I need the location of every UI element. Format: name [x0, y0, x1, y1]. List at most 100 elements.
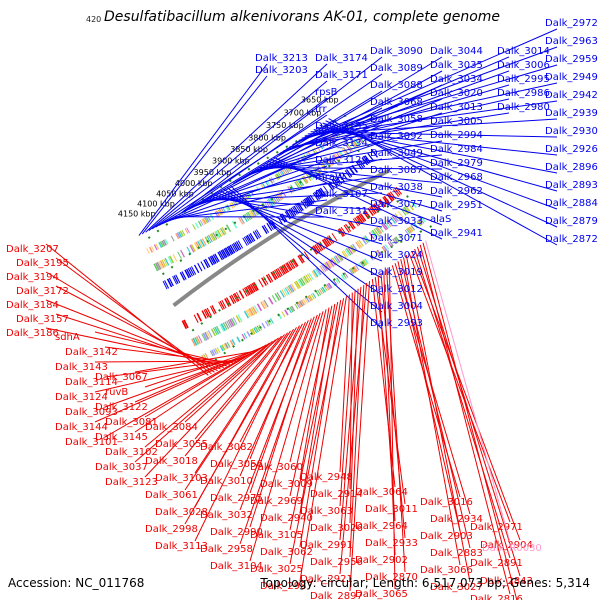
feature-block: [178, 231, 183, 238]
feature-block: [201, 333, 206, 342]
feature-block: [296, 302, 301, 309]
forward-gene-label: Dalk_3131: [315, 206, 368, 217]
feature-block: [294, 181, 300, 189]
feature-block: [400, 208, 407, 216]
forward-gene-label: Dalk_3089: [370, 63, 423, 74]
feature-block: [304, 297, 309, 304]
feature-block: [296, 203, 303, 212]
feature-block: [416, 220, 422, 227]
feature-block: [300, 299, 305, 306]
reverse-gene-label: Dalk_3027: [430, 582, 483, 593]
kbp-tick: 3700 kbp: [284, 109, 322, 118]
reverse-gene-label: Dalk_3026: [310, 523, 363, 534]
feature-block: [263, 224, 270, 233]
reverse-gene-label: Dalk_3172: [16, 286, 69, 297]
forward-gene-label: Dalk_2994: [430, 130, 483, 141]
feature-block: [249, 233, 256, 242]
reverse-leader-line: [104, 346, 234, 364]
reverse-leader-line: [380, 273, 406, 539]
feature-block: [219, 300, 225, 310]
feature-block: [211, 305, 217, 314]
forward-gene-label: Dalk_3035: [430, 60, 483, 71]
forward-leader-line: [233, 56, 443, 184]
feature-block: [184, 228, 189, 235]
feature-block: [392, 189, 400, 197]
feature-block: [249, 329, 254, 336]
feature-block: [383, 195, 391, 204]
feature-block: [356, 161, 363, 170]
feature-block: [221, 299, 227, 309]
feature-block: [318, 188, 325, 197]
feature-block: [267, 273, 274, 282]
feature-block: [357, 136, 363, 144]
reverse-leader-line: [388, 267, 396, 590]
feature-block: [173, 275, 179, 284]
feature-block: [197, 240, 203, 249]
forward-gene-label: Dalk_2941: [430, 228, 483, 239]
feature-block: [309, 194, 316, 203]
reverse-leader-line: [249, 318, 312, 494]
feature-block: [192, 224, 196, 230]
kbp-tick-label: 3950 kbp: [194, 168, 232, 177]
rna-leader-line: [425, 240, 511, 543]
genome-summary: Topology: circular; Length: 6,517,073 bp…: [260, 576, 590, 590]
feature-block: [386, 218, 393, 227]
feature-block: [204, 308, 211, 318]
reverse-leader-line: [184, 327, 297, 525]
feature-block: [231, 220, 238, 229]
feature-block: [349, 220, 356, 229]
feature-block: [345, 248, 352, 256]
reverse-gene-label: Dalk_3123: [105, 477, 158, 488]
forward-gene-label: Dalk_3020: [430, 88, 483, 99]
feature-block: [367, 153, 374, 161]
feature-block: [206, 307, 212, 317]
forward-gene-label: rpsB: [315, 87, 338, 98]
feature-block: [223, 343, 228, 350]
kbp-tick: 3800 kbp: [248, 133, 286, 142]
forward-gene-label: Dalk_3006: [497, 60, 550, 71]
feature-block: [308, 294, 314, 301]
reverse-gene-label: Dalk_3186: [6, 328, 59, 339]
feature-block: [266, 319, 271, 326]
feature-block: [290, 283, 297, 292]
reverse-leader-line: [408, 252, 511, 523]
feature-block: [191, 338, 196, 347]
reverse-gene-label: Dalk_3142: [65, 347, 118, 358]
forward-gene-label: Dalk_2984: [430, 144, 483, 155]
forward-gene-label: Dalk_2942: [545, 90, 598, 101]
forward-gene-label: Dalk_3088: [370, 80, 423, 91]
reverse-leader-line: [144, 339, 276, 478]
feature-block: [404, 205, 411, 213]
feature-block: [202, 332, 208, 341]
forward-gene-label: Dalk_2926: [545, 144, 598, 155]
feature-block: [281, 190, 287, 198]
feature-block: [209, 256, 216, 265]
forward-gene-label: Dalk_3034: [430, 74, 483, 85]
feature-block: [352, 243, 358, 252]
feature-block: [326, 260, 333, 269]
reverse-leader-line: [184, 334, 285, 457]
feature-block: [179, 272, 186, 281]
reverse-gene-label: Dalk_2903: [420, 531, 473, 542]
feature-block: [359, 213, 367, 222]
reverse-gene-label: Dalk_3028: [155, 507, 208, 518]
reverse-leader-line: [104, 359, 240, 378]
forward-gene-label: Dalk_3071: [370, 233, 423, 244]
feature-block: [186, 268, 192, 278]
feature-block: [269, 318, 274, 324]
feature-block: [229, 340, 234, 347]
feature-block: [341, 172, 348, 181]
feature-block: [266, 222, 273, 232]
reverse-gene-label: Dalk_3061: [145, 490, 198, 501]
feature-block: [327, 282, 333, 289]
feature-block: [306, 196, 313, 206]
feature-block: [162, 239, 167, 246]
feature-block: [303, 251, 310, 260]
feature-block: [241, 333, 246, 340]
feature-block: [210, 328, 216, 337]
feature-block: [191, 266, 197, 275]
feature-block: [394, 187, 401, 196]
feature-block: [347, 246, 354, 255]
reverse-gene-label: Dalk_2934: [430, 514, 483, 525]
reverse-gene-label: Dalk_3060: [250, 462, 303, 473]
